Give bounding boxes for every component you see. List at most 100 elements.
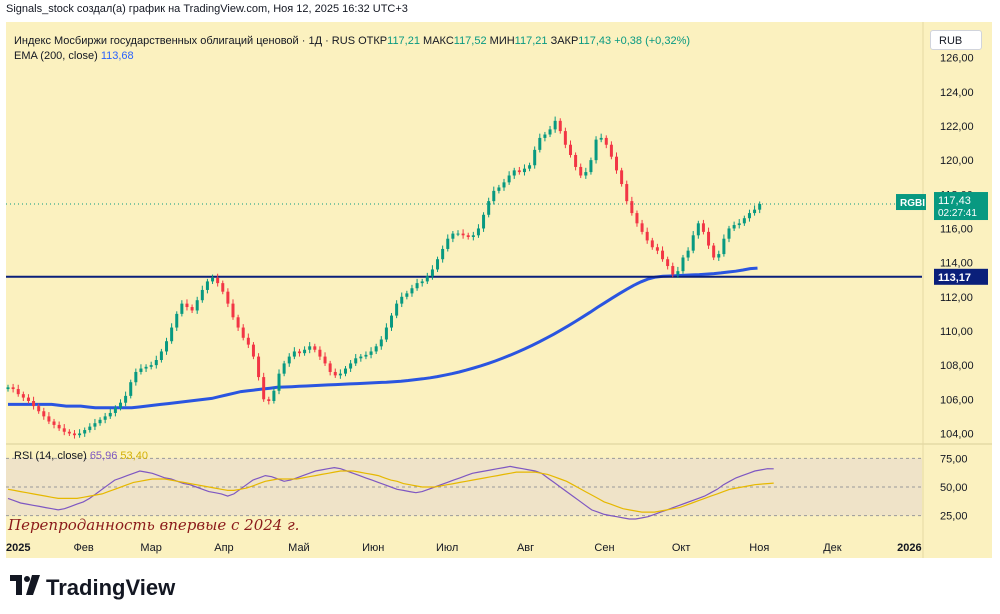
candle-body (722, 238, 726, 255)
candle-body (303, 349, 307, 354)
candle (154, 355, 158, 369)
candle-body (62, 428, 66, 432)
ticker-text: RGBI (900, 198, 925, 209)
candle-body (568, 144, 572, 155)
candle (354, 354, 358, 366)
candle (211, 274, 215, 284)
candle-body (374, 346, 378, 352)
rsi-tick-label: 25,00 (940, 511, 968, 523)
candle-body (308, 346, 312, 350)
candle-body (134, 371, 138, 383)
y-tick-label: 110,00 (940, 326, 973, 338)
last-price-text: 117,43 (938, 195, 971, 207)
tradingview-logo[interactable]: TradingView (10, 575, 175, 601)
candle (282, 360, 286, 377)
candle-body (175, 313, 179, 328)
candle-body (241, 327, 245, 338)
x-tick-label: Сен (594, 542, 614, 554)
candle-body (640, 223, 644, 232)
grid (6, 22, 992, 558)
candle-body (753, 209, 757, 214)
candle-body (482, 214, 486, 229)
candle (747, 209, 751, 222)
candle-body (415, 283, 419, 289)
rsi-label[interactable]: RSI (14, close) (14, 450, 87, 462)
ema-200-line (8, 266, 758, 410)
candle-body (681, 257, 685, 272)
candle-body (246, 337, 250, 345)
candle-body (78, 433, 82, 436)
candle-body (343, 368, 347, 374)
candle-body (149, 365, 153, 367)
candle (129, 379, 133, 399)
candle-body (124, 395, 128, 403)
candle-body (47, 416, 51, 422)
candle-body (72, 433, 76, 436)
candle (374, 343, 378, 355)
candle-body (379, 339, 383, 347)
candle (666, 256, 670, 270)
candle-body (16, 389, 20, 395)
candles (6, 116, 762, 439)
candle (676, 266, 680, 278)
candle (303, 346, 307, 356)
candle (195, 296, 199, 314)
candle (604, 135, 608, 149)
x-tick-label: Окт (672, 542, 691, 554)
candle (251, 342, 255, 360)
chart-frame[interactable]: 75,00 50,00 25,00 126,00 124,00 122,00 120,00… (6, 22, 992, 558)
candle-body (436, 259, 440, 270)
candle (691, 231, 695, 254)
candle (420, 278, 424, 287)
candle-body (543, 134, 547, 138)
candle-body (492, 190, 496, 202)
x-tick-label: 2026 (897, 542, 921, 554)
candle (277, 369, 281, 395)
candle (451, 231, 455, 243)
x-tick-label: Ноя (749, 542, 769, 554)
candle (446, 234, 450, 252)
candle (262, 372, 266, 402)
candle (517, 166, 521, 175)
candle (200, 285, 204, 303)
candle-body (390, 315, 394, 328)
candle-body (364, 354, 368, 357)
candle (753, 205, 757, 216)
currency-button[interactable]: RUB (930, 30, 982, 50)
candle (226, 288, 230, 308)
price-chart[interactable]: 75,00 50,00 25,00 126,00 124,00 122,00 120,00… (6, 22, 992, 558)
candle-body (170, 327, 174, 342)
candle-body (257, 356, 261, 378)
candle (170, 323, 174, 344)
high-label: МАКС (423, 35, 454, 47)
candle-body (471, 235, 475, 237)
ema-label[interactable]: EMA (200, close) (14, 50, 98, 62)
low-label: МИН (489, 35, 515, 47)
candle (589, 157, 593, 175)
candle-body (476, 228, 480, 236)
candle (533, 146, 537, 169)
candle-body (696, 223, 700, 236)
candle-body (185, 303, 189, 308)
candle (625, 180, 629, 205)
high-value: 117,52 (453, 35, 487, 47)
candle (328, 360, 332, 376)
candle-body (661, 250, 665, 260)
candle-body (277, 373, 281, 391)
candle (216, 273, 220, 287)
candle (661, 246, 665, 262)
candle (144, 364, 148, 372)
candle (482, 212, 486, 232)
candle (72, 430, 76, 439)
candle-body (502, 182, 506, 188)
candle-body (655, 247, 659, 251)
candle (487, 197, 491, 218)
candle (369, 347, 373, 359)
candle-body (701, 223, 705, 232)
candle-body (584, 172, 588, 176)
candle-body (451, 233, 455, 239)
candle (579, 163, 583, 179)
candle-body (732, 225, 736, 229)
candle (502, 178, 506, 191)
